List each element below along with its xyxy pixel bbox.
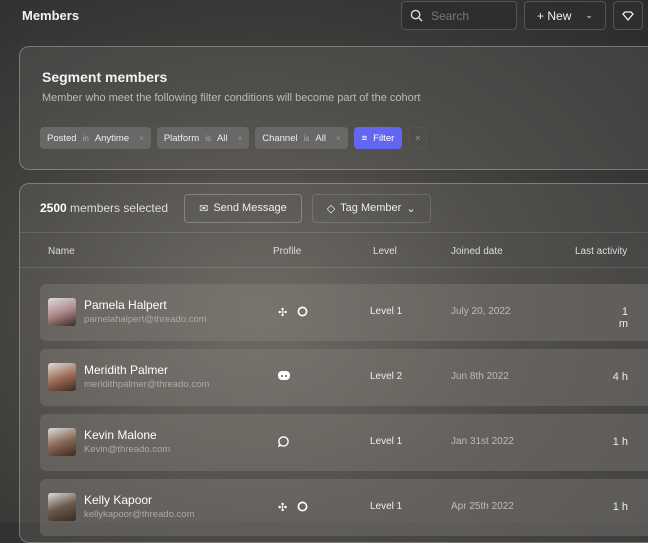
filter-label: Filter xyxy=(373,132,395,144)
filter-op: is xyxy=(303,133,310,143)
chat-icon[interactable] xyxy=(277,436,289,450)
col-level[interactable]: Level xyxy=(373,246,397,257)
tag-member-button[interactable]: ◇ Tag Member ⌄ xyxy=(311,193,431,223)
avatar xyxy=(48,428,76,456)
tag-member-label: Tag Member xyxy=(340,202,402,214)
member-last-activity: 1 m xyxy=(618,306,628,330)
member-email: Kevin@threado.com xyxy=(84,444,171,455)
members-card: 2500 members selected ✉ Send Message ◇ Tag… xyxy=(19,183,648,543)
slack-icon[interactable]: ✣ xyxy=(278,307,288,319)
chevron-down-icon: ⌄ xyxy=(585,10,593,20)
filter-field: Platform xyxy=(163,132,200,144)
segment-title: Segment members xyxy=(42,69,168,85)
filter-op: is xyxy=(205,133,211,143)
tag-icon: ◇ xyxy=(326,202,336,215)
github-icon[interactable] xyxy=(297,501,308,515)
new-label: + New xyxy=(537,8,572,23)
col-name[interactable]: Name xyxy=(48,246,75,257)
member-joined: July 20, 2022 xyxy=(451,306,511,317)
filter-field: Channel xyxy=(262,132,298,144)
member-name[interactable]: Pamela Halpert xyxy=(84,298,167,312)
member-last-activity: 4 h xyxy=(612,371,628,383)
filter-value: All xyxy=(315,132,326,144)
col-last-activity[interactable]: Last activity xyxy=(575,246,628,257)
filter-value: Anytime xyxy=(94,132,130,144)
member-last-activity: 1 h xyxy=(612,436,628,448)
table-row[interactable]: Kelly Kapoor kellykapoor@threado.com ✣ L… xyxy=(40,479,648,536)
filter-op: in xyxy=(82,133,89,143)
new-button[interactable]: + New ⌄ xyxy=(524,1,606,30)
member-name[interactable]: Kevin Malone xyxy=(84,428,157,442)
member-last-activity: 1 h xyxy=(612,501,628,513)
table-header: Name Profile Level Joined date Last acti… xyxy=(20,234,648,268)
github-icon[interactable] xyxy=(297,306,308,320)
filter-field: Posted xyxy=(47,132,77,144)
search-placeholder: Search xyxy=(431,8,470,23)
filter-chip[interactable]: Channel is All × xyxy=(255,127,348,149)
col-profile[interactable]: Profile xyxy=(273,246,302,257)
remove-filter-icon[interactable]: × xyxy=(139,133,144,143)
member-email: meridithpalmer@threado.com xyxy=(84,379,210,390)
member-name[interactable]: Kelly Kapoor xyxy=(84,493,153,507)
search-input[interactable]: Search xyxy=(401,1,517,30)
member-joined: Jun 8th 2022 xyxy=(451,371,509,382)
avatar xyxy=(48,493,76,521)
slack-icon[interactable]: ✣ xyxy=(278,502,288,514)
segment-subtitle: Member who meet the following filter con… xyxy=(42,92,421,104)
member-joined: Apr 25th 2022 xyxy=(451,501,514,512)
discord-icon[interactable] xyxy=(278,371,290,383)
table-row[interactable]: Kevin Malone Kevin@threado.com Level 1 J… xyxy=(40,414,648,471)
search-icon xyxy=(410,9,423,22)
remove-filter-icon[interactable]: × xyxy=(335,133,341,143)
page-title: Members xyxy=(22,8,80,23)
filter-button[interactable]: ≡ Filter xyxy=(353,127,403,149)
diamond-button[interactable] xyxy=(613,1,643,30)
mail-icon: ✉ xyxy=(199,202,209,215)
member-email: kellykapoor@threado.com xyxy=(84,509,195,520)
filter-chip[interactable]: Posted in Anytime × xyxy=(40,127,151,149)
chevron-down-icon: ⌄ xyxy=(406,202,416,215)
filter-chip[interactable]: Platform is All × xyxy=(156,127,250,149)
member-level: Level 1 xyxy=(370,436,403,447)
segment-card: Segment members Member who meet the foll… xyxy=(19,46,648,170)
send-message-label: Send Message xyxy=(213,202,287,214)
member-name[interactable]: Meridith Palmer xyxy=(84,363,169,377)
diamond-icon xyxy=(622,10,634,21)
filter-icon: ≡ xyxy=(361,132,368,144)
member-email: pamelahalpert@threado.com xyxy=(84,314,207,325)
table-row[interactable]: Meridith Palmer meridithpalmer@threado.c… xyxy=(40,349,648,406)
selected-count: 2500 members selected xyxy=(40,201,169,215)
filter-value: All xyxy=(216,132,228,144)
send-message-button[interactable]: ✉ Send Message xyxy=(184,193,302,223)
table-row[interactable]: Pamela Halpert pamelahalpert@threado.com… xyxy=(40,284,648,341)
member-level: Level 1 xyxy=(370,306,403,317)
clear-filters-button[interactable]: × xyxy=(408,127,428,149)
col-joined[interactable]: Joined date xyxy=(451,246,503,257)
avatar xyxy=(48,298,76,326)
member-level: Level 1 xyxy=(370,501,403,512)
remove-filter-icon[interactable]: × xyxy=(237,133,243,143)
member-joined: Jan 31st 2022 xyxy=(451,436,514,447)
member-level: Level 2 xyxy=(370,371,403,382)
avatar xyxy=(48,363,76,391)
